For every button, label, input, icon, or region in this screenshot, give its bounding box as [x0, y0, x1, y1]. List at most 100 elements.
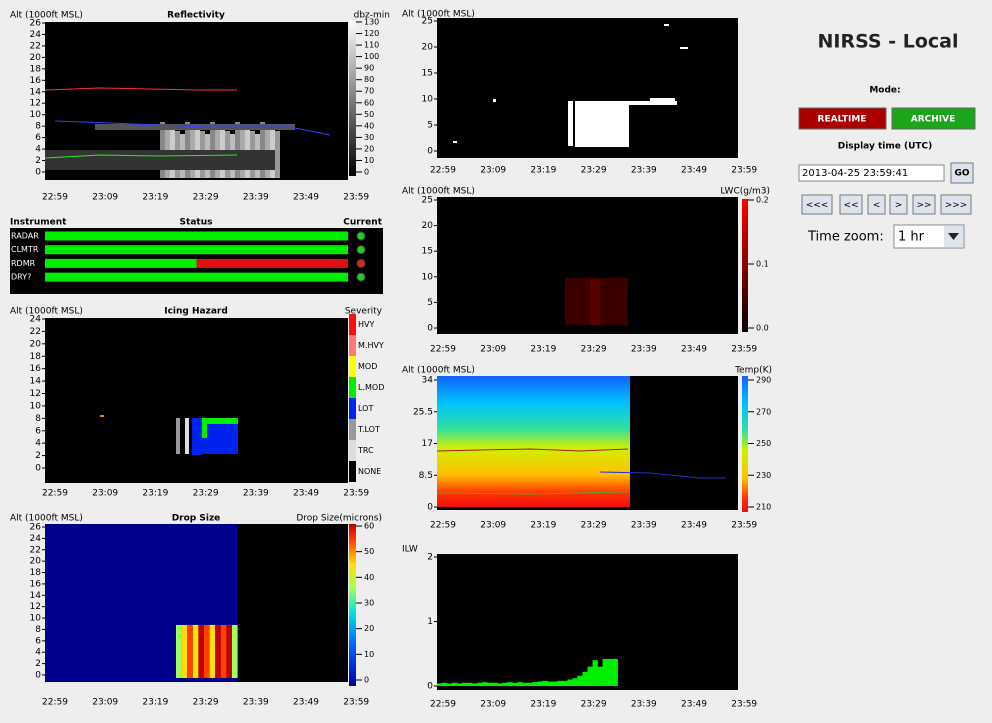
y-tick-label: 26 [30, 19, 42, 29]
y-tick-label: 5 [427, 121, 433, 131]
time-tick-label: 23:09 [480, 345, 506, 355]
scale-tick-label: 0.0 [756, 324, 769, 333]
y-tick-label: 25 [422, 17, 433, 27]
y-tick-label: 14 [30, 377, 42, 387]
y-tick-label: 14 [30, 591, 42, 601]
status-bar [45, 272, 348, 282]
y-tick-label: 25.5 [413, 407, 433, 417]
y-tick-label: 25 [422, 196, 433, 206]
status-header: Instrument [10, 218, 67, 228]
nav-label[interactable]: << [843, 201, 858, 211]
time-tick-label: 23:19 [142, 193, 168, 203]
y-tick-label: 10 [30, 614, 42, 624]
time-tick-label: 23:59 [731, 166, 757, 176]
cloud-mask [493, 99, 496, 102]
severity-swatch [349, 377, 356, 398]
severity-swatch [349, 314, 356, 335]
time-tick-label: 22:59 [430, 345, 456, 355]
temp-field [437, 376, 630, 507]
y-tick-label: 18 [30, 352, 42, 362]
nav-button[interactable] [839, 194, 863, 215]
ilw-bar [492, 682, 498, 686]
ilw-bar [512, 682, 518, 686]
nav-button[interactable] [801, 194, 833, 215]
y-tick-label: 24 [30, 30, 42, 40]
drop-cell [187, 625, 193, 678]
time-tick-label: 23:19 [142, 489, 168, 499]
cloud-mask [575, 101, 629, 147]
severity-label: M.HVY [358, 341, 384, 350]
time-tick-label: 23:09 [92, 489, 118, 499]
time-tick-label: 22:59 [430, 700, 456, 710]
nav-button[interactable] [940, 194, 972, 215]
ilw-bar [462, 682, 468, 686]
archive-button[interactable] [891, 107, 976, 130]
y-tick-label: 0 [427, 682, 433, 692]
ilw-bar [577, 675, 583, 686]
y-tick-label: 20 [30, 339, 42, 349]
reflectivity-echo [275, 131, 280, 178]
color-scale [349, 20, 356, 176]
archive-label[interactable]: ARCHIVE [911, 115, 956, 125]
nav-button[interactable] [889, 194, 908, 215]
severity-swatch [349, 419, 356, 440]
nav-button[interactable] [912, 194, 936, 215]
instrument-name: CLMTR [11, 245, 39, 254]
time-tick-label: 23:19 [530, 166, 556, 176]
scale-label: LWC(g/m3) [720, 187, 770, 197]
severity-label: TRC [357, 446, 374, 455]
nav-label[interactable]: >>> [945, 201, 968, 211]
ilw-bar [537, 681, 543, 686]
y-tick-label: 2 [427, 553, 433, 563]
scale-tick-label: 50 [364, 110, 374, 119]
status-light [356, 231, 366, 241]
ilw-bar [582, 671, 588, 686]
y-axis-label: Alt (1000ft MSL) [402, 10, 475, 20]
reflectivity-line [44, 87, 237, 91]
time-tick-label: 23:39 [243, 193, 269, 203]
time-tick-label: 23:49 [681, 166, 707, 176]
y-tick-label: 10 [422, 95, 434, 105]
time-tick-label: 23:59 [731, 521, 757, 531]
time-zoom-value[interactable]: 1 hr [898, 230, 925, 245]
time-input[interactable] [798, 164, 945, 182]
y-tick-label: 20 [422, 43, 434, 53]
go-label[interactable]: GO [954, 169, 969, 179]
ilw-bar [437, 683, 443, 686]
y-tick-label: 12 [30, 602, 41, 612]
y-tick-label: 16 [30, 76, 42, 86]
scale-tick-label: 20 [364, 624, 374, 633]
nav-label[interactable]: > [895, 201, 903, 211]
nav-label[interactable]: <<< [806, 201, 829, 211]
ilw-bar [477, 682, 483, 686]
y-tick-label: 10 [30, 401, 42, 411]
go-button[interactable] [950, 162, 974, 184]
scale-tick-label: 110 [364, 41, 379, 50]
panel-title: Reflectivity [167, 11, 225, 21]
time-tick-label: 23:09 [480, 521, 506, 531]
status-light [356, 245, 366, 255]
scale-tick-label: 70 [364, 87, 374, 96]
ilw-bar [557, 680, 563, 686]
ilw-bar [447, 683, 453, 686]
nav-label[interactable]: < [873, 201, 881, 211]
ilw-bar [607, 658, 613, 686]
nav-label[interactable]: >> [916, 201, 931, 211]
temp-line [436, 491, 629, 495]
scale-tick-label: 50 [364, 547, 374, 556]
y-tick-label: 0 [35, 168, 41, 178]
time-tick-label: 23:09 [480, 700, 506, 710]
reflectivity-echo [45, 150, 275, 170]
realtime-label[interactable]: REALTIME [818, 115, 867, 125]
icing-cell [202, 418, 207, 438]
temp-line [436, 448, 629, 452]
ilw-bar [602, 658, 608, 686]
cloud-mask [568, 101, 573, 146]
realtime-button[interactable] [798, 107, 887, 130]
time-value[interactable]: 2013-04-25 23:59:41 [802, 168, 908, 179]
dropdown-arrow[interactable] [948, 233, 959, 240]
time-tick-label: 23:49 [293, 489, 319, 499]
y-tick-label: 14 [30, 87, 42, 97]
nav-button[interactable] [867, 194, 886, 215]
ilw-bar [457, 683, 463, 686]
